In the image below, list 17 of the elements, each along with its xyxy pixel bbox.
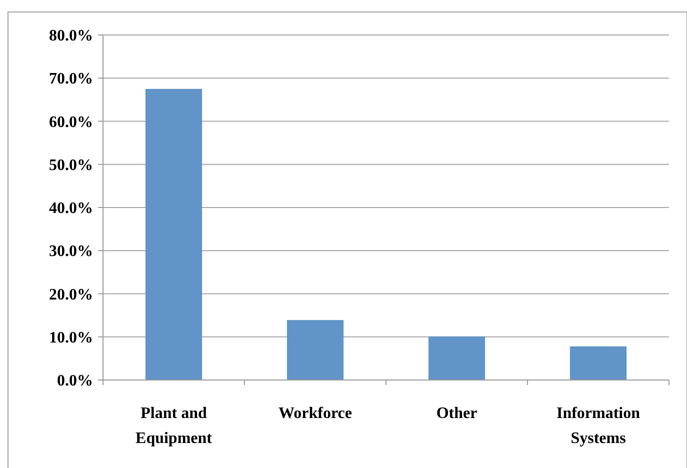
y-tick-label: 0.0% (57, 372, 93, 390)
y-tick-label: 10.0% (49, 329, 93, 346)
y-tick-label: 20.0% (49, 286, 93, 304)
y-tick-label: 60.0% (49, 114, 93, 131)
y-tick-label: 50.0% (49, 156, 93, 174)
y-tick-label: 40.0% (49, 200, 93, 218)
bar (428, 336, 486, 380)
bar (570, 346, 627, 380)
x-tick-label: Plant and Equipment (136, 405, 213, 447)
bar (286, 320, 344, 380)
bar (145, 88, 202, 380)
y-tick-label: 80.0% (49, 28, 93, 45)
y-tick-label: 30.0% (49, 243, 93, 260)
y-tick-label: 70.0% (49, 70, 93, 88)
x-tick-label: Information Systems (556, 405, 640, 447)
x-tick-label: Workforce (278, 405, 352, 422)
x-tick-label: Other (436, 405, 478, 422)
